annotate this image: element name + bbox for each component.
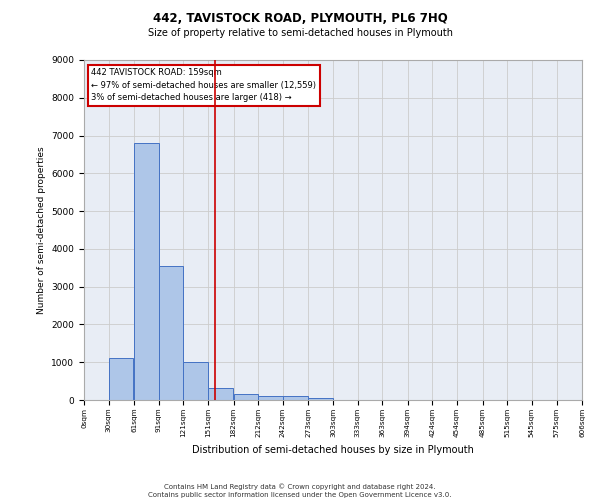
Bar [233, 394, 258, 400]
Bar [109, 358, 133, 400]
Bar [184, 362, 208, 400]
Bar [308, 398, 333, 400]
Text: 442, TAVISTOCK ROAD, PLYMOUTH, PL6 7HQ: 442, TAVISTOCK ROAD, PLYMOUTH, PL6 7HQ [152, 12, 448, 26]
X-axis label: Distribution of semi-detached houses by size in Plymouth: Distribution of semi-detached houses by … [192, 445, 474, 455]
Y-axis label: Number of semi-detached properties: Number of semi-detached properties [37, 146, 46, 314]
Bar [134, 143, 159, 400]
Bar [258, 396, 283, 400]
Text: Size of property relative to semi-detached houses in Plymouth: Size of property relative to semi-detach… [148, 28, 452, 38]
Text: 442 TAVISTOCK ROAD: 159sqm
← 97% of semi-detached houses are smaller (12,559)
3%: 442 TAVISTOCK ROAD: 159sqm ← 97% of semi… [91, 68, 316, 102]
Bar [208, 388, 233, 400]
Text: Contains HM Land Registry data © Crown copyright and database right 2024.
Contai: Contains HM Land Registry data © Crown c… [148, 484, 452, 498]
Bar [283, 396, 308, 400]
Bar [159, 266, 184, 400]
